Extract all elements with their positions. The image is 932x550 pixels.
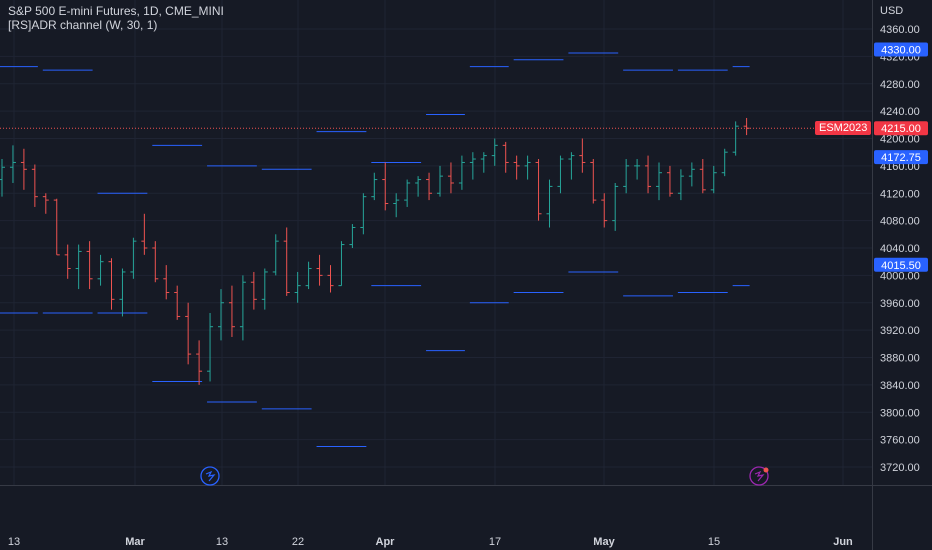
y-tick-label: 3880.00 — [880, 353, 920, 365]
ticker-tag: ESM2023 — [815, 121, 872, 136]
lightning-alert-icon — [749, 466, 769, 486]
indicator-title: [RS]ADR channel (W, 30, 1) — [8, 18, 158, 32]
chart-title: S&P 500 E-mini Futures, 1D, CME_MINI — [8, 4, 224, 18]
y-tick-label: 4080.00 — [880, 216, 920, 228]
x-tick-label: 13 — [216, 536, 228, 548]
price-tag — [874, 257, 928, 272]
x-tick-label: Apr — [376, 536, 396, 548]
x-tick-label: 15 — [708, 536, 720, 548]
y-tick-label: 4040.00 — [880, 243, 920, 255]
y-tick-label: 3760.00 — [880, 435, 920, 447]
y-tick-label: 4200.00 — [880, 134, 920, 146]
price-tag-label: 4330.00 — [881, 45, 921, 57]
y-tick-label: 3920.00 — [880, 325, 920, 337]
y-tick-label: 4240.00 — [880, 106, 920, 118]
x-tick-label: Mar — [125, 536, 145, 548]
lightning-alert-icon-dot — [763, 467, 769, 473]
y-tick-label: 3840.00 — [880, 380, 920, 392]
price-tag-label: 4215.00 — [881, 123, 921, 135]
x-tick-label: 22 — [292, 536, 304, 548]
price-tag — [874, 121, 928, 136]
x-tick-label: Jun — [833, 536, 853, 548]
y-tick-label: 3800.00 — [880, 407, 920, 419]
price-tag — [874, 42, 928, 57]
x-tick-label: 17 — [489, 536, 501, 548]
y-tick-label: 3960.00 — [880, 298, 920, 310]
y-tick-label: 4280.00 — [880, 79, 920, 91]
y-tick-label: 4120.00 — [880, 188, 920, 200]
lightning-alert-icon-glyph — [754, 470, 765, 482]
x-tick-label: 13 — [8, 536, 20, 548]
lightning-icon-glyph — [205, 470, 216, 482]
currency-label: USD — [880, 5, 903, 17]
lightning-icon — [200, 466, 220, 486]
y-tick-label: 4000.00 — [880, 270, 920, 282]
price-tag — [874, 150, 928, 165]
price-tag-label: 4172.75 — [881, 152, 921, 164]
y-tick-label: 3720.00 — [880, 462, 920, 474]
y-tick-label: 4360.00 — [880, 24, 920, 36]
price-tag-label: 4015.50 — [881, 260, 921, 272]
x-tick-label: May — [593, 536, 615, 548]
